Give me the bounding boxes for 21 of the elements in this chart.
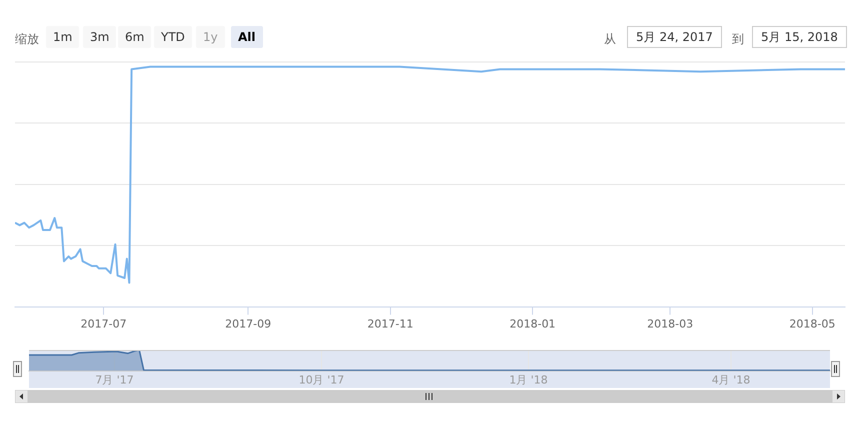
text: 从	[604, 31, 616, 48]
x-tick-label: 2018-03	[647, 317, 694, 330]
text: 5月 15, 2018	[752, 26, 847, 48]
x-tick-label: 1月 '18	[509, 373, 548, 386]
text: All	[231, 26, 263, 48]
text: 5月 24, 2017	[627, 26, 722, 48]
x-tick-label: 4月 '18	[712, 373, 750, 386]
x-tick-label: 2018-01	[510, 317, 556, 330]
x-tick-label: 10月 '17	[298, 373, 344, 386]
x-tick-label: 2017-11	[367, 317, 414, 330]
x-tick-label: 2017-09	[225, 317, 272, 330]
text: YTD	[154, 26, 192, 48]
x-tick-label: 2017-07	[80, 317, 127, 330]
x-tick-label: 2018-05	[789, 317, 836, 330]
x-tick-label: 7月 '17	[95, 373, 134, 386]
text: 6m	[118, 26, 152, 48]
text: 1y	[196, 26, 225, 48]
text: 到	[732, 31, 744, 48]
text: 缩放	[15, 31, 39, 48]
text: 3m	[83, 26, 116, 48]
text: 1m	[46, 26, 80, 48]
